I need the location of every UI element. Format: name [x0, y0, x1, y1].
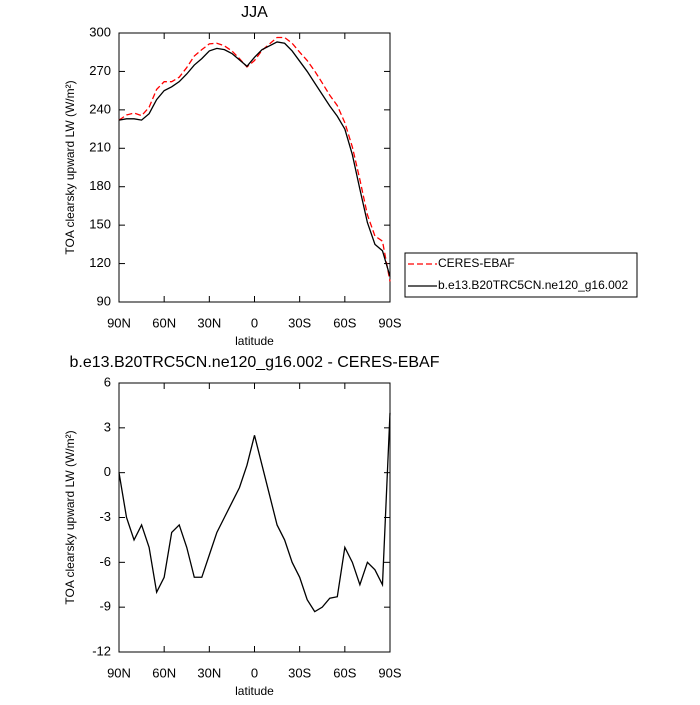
y-tick-label: -6 — [99, 554, 111, 569]
y-axis-label: TOA clearsky upward LW (W/m²) — [63, 80, 77, 254]
x-tick-label: 90S — [378, 315, 401, 330]
x-tick-label: 0 — [251, 665, 258, 680]
y-tick-label: -12 — [92, 643, 111, 658]
y-tick-label: 90 — [97, 293, 111, 308]
plot-frame — [118, 382, 391, 653]
x-axis-label: latitude — [235, 334, 274, 348]
x-tick-label: 60N — [152, 665, 176, 680]
legend-label: CERES-EBAF — [438, 256, 515, 270]
x-axis-label: latitude — [235, 684, 274, 698]
series-line — [118, 36, 391, 282]
y-tick-label: 150 — [89, 217, 111, 232]
chart-title: JJA — [241, 4, 268, 21]
y-tick-label: 180 — [89, 178, 111, 193]
x-tick-label: 0 — [251, 315, 258, 330]
x-tick-label: 60S — [333, 315, 356, 330]
y-tick-label: -3 — [99, 509, 111, 524]
series-line — [118, 41, 391, 277]
y-tick-label: 6 — [104, 374, 111, 389]
y-tick-label: 300 — [89, 24, 111, 39]
x-tick-label: 60S — [333, 665, 356, 680]
legend-label: b.e13.B20TRC5CN.ne120_g16.002 — [438, 278, 628, 292]
y-tick-label: 0 — [104, 464, 111, 479]
x-tick-label: 30S — [288, 665, 311, 680]
chart-title: b.e13.B20TRC5CN.ne120_g16.002 - CERES-EB… — [70, 354, 440, 371]
y-tick-label: 3 — [104, 419, 111, 434]
x-tick-label: 30N — [197, 665, 221, 680]
x-tick-label: 90N — [107, 315, 131, 330]
x-tick-label: 30S — [288, 315, 311, 330]
x-tick-label: 90S — [378, 665, 401, 680]
x-tick-label: 30N — [197, 315, 221, 330]
y-tick-label: 120 — [89, 255, 111, 270]
series-line — [118, 412, 391, 613]
y-tick-label: -9 — [99, 599, 111, 614]
y-axis-label: TOA clearsky upward LW (W/m²) — [63, 430, 77, 604]
y-tick-label: 240 — [89, 101, 111, 116]
y-tick-label: 270 — [89, 63, 111, 78]
plot-frame — [118, 32, 391, 303]
legend-box — [404, 252, 638, 298]
x-tick-label: 60N — [152, 315, 176, 330]
y-tick-label: 210 — [89, 140, 111, 155]
x-tick-label: 90N — [107, 665, 131, 680]
